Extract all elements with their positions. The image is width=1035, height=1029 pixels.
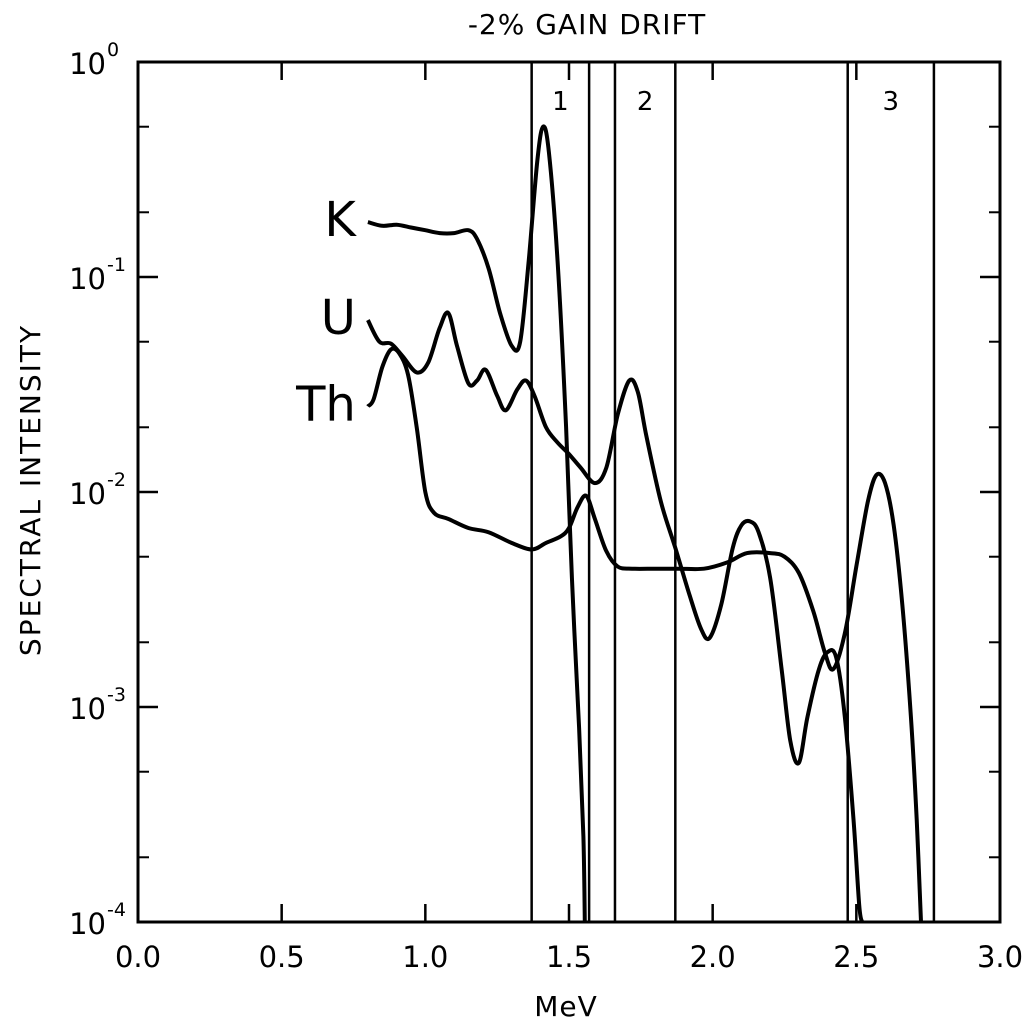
window-1-label: 1 bbox=[552, 87, 569, 117]
x-tick-label: 1.0 bbox=[402, 940, 448, 974]
window-2-label: 2 bbox=[637, 87, 654, 117]
spectra-curves bbox=[366, 124, 923, 923]
series-labels: KU Th bbox=[295, 192, 357, 432]
series-u-line bbox=[366, 310, 865, 923]
series-k-line bbox=[367, 124, 587, 923]
chart-title: -2% GAIN DRIFT bbox=[468, 8, 706, 41]
y-tick-exponent: -1 bbox=[107, 254, 126, 276]
x-axis-ticks: 0.0 0.5 1.0 1.5 2.0 2.5 3.0 bbox=[115, 62, 1023, 974]
x-tick-label: 1.5 bbox=[546, 940, 592, 974]
y-tick-label: 10 -1 bbox=[69, 254, 126, 296]
y-tick-base: 10 bbox=[69, 692, 106, 726]
series-th-line bbox=[366, 346, 923, 923]
y-tick-base: 10 bbox=[69, 47, 106, 81]
y-tick-label: 10 0 bbox=[69, 39, 119, 81]
x-tick-label: 2.5 bbox=[833, 940, 879, 974]
series-th-label: Th bbox=[295, 376, 356, 432]
y-tick-base: 10 bbox=[69, 477, 106, 511]
window-3-label: 3 bbox=[883, 87, 900, 117]
x-tick-label: 3.0 bbox=[977, 940, 1023, 974]
series-u-label: U bbox=[321, 290, 356, 346]
y-tick-exponent: -3 bbox=[107, 684, 126, 706]
y-tick-label: 10 -4 bbox=[69, 899, 126, 941]
y-tick-exponent: 0 bbox=[107, 39, 119, 61]
y-tick-label: 10 -3 bbox=[69, 684, 126, 726]
y-tick-base: 10 bbox=[69, 262, 106, 296]
series-k-label: K bbox=[324, 192, 357, 248]
x-tick-label: 0.5 bbox=[259, 940, 305, 974]
y-axis-label: SPECTRAL INTENSITY bbox=[14, 324, 47, 656]
x-axis-label: MeV bbox=[534, 990, 598, 1023]
x-tick-label: 2.0 bbox=[690, 940, 736, 974]
x-tick-label: 0.0 bbox=[115, 940, 161, 974]
y-tick-base: 10 bbox=[69, 907, 106, 941]
y-tick-exponent: -2 bbox=[107, 469, 126, 491]
y-tick-label: 10 -2 bbox=[69, 469, 126, 511]
y-tick-exponent: -4 bbox=[107, 899, 126, 921]
energy-windows: 1 2 3 bbox=[530, 62, 936, 922]
